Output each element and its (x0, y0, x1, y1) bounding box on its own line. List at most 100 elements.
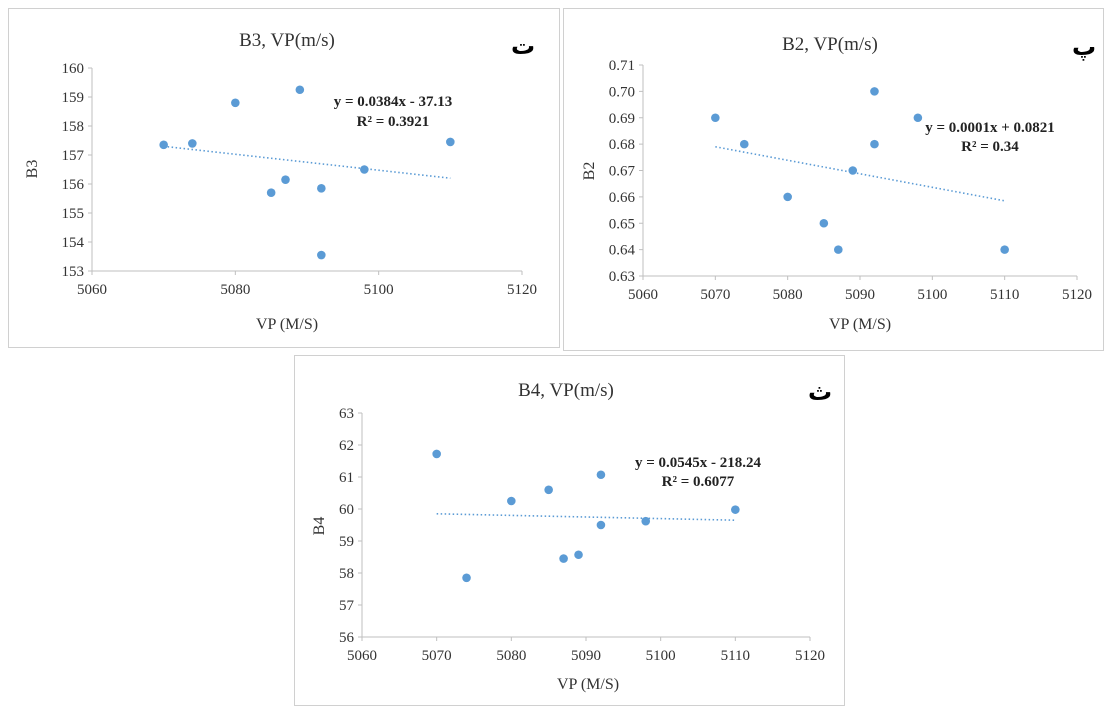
data-point (641, 516, 651, 526)
y-tick-label: 153 (62, 264, 85, 280)
y-tick-label: 58 (339, 566, 354, 582)
x-tick-label: 5100 (917, 287, 947, 303)
data-point (231, 98, 240, 108)
trendline-equation: y = 0.0545x - 218.24 (635, 455, 762, 471)
chart-panel-b3: 153 154 155 156 157 158 159 160 5060 5080 5100 5120… (8, 8, 560, 348)
y-tick-label: 0.67 (609, 164, 636, 180)
y-axis-label: B3 (24, 160, 41, 179)
data-point (462, 573, 471, 583)
chart-b4-svg: 56 57 58 59 60 61 62 63 5060 5070 5080 5090 5100 5110… (311, 378, 832, 693)
y-tick-label: 155 (62, 206, 85, 222)
data-point (544, 485, 553, 495)
data-point (848, 166, 858, 175)
x-tick-label: 5070 (700, 287, 730, 303)
y-tick-label: 61 (339, 470, 354, 486)
y-tick-label: 158 (62, 119, 85, 135)
data-point (446, 137, 455, 147)
x-tick-label: 5090 (571, 648, 601, 664)
data-point (731, 505, 740, 514)
data-point (596, 520, 606, 530)
x-tick-label: 5060 (628, 287, 658, 303)
y-tick-label: 57 (339, 598, 355, 614)
chart-title: B3, VP(m/s) (239, 30, 335, 51)
x-tick-label: 5060 (77, 282, 107, 298)
chart-title: B2, VP(m/s) (782, 34, 878, 55)
chart-b2-svg: 0.63 0.64 0.65 0.66 0.67 0.68 0.69 0.70 0.71 5060… (581, 33, 1096, 333)
x-tick-label: 5120 (1062, 287, 1092, 303)
panel-letter: پ (1072, 33, 1096, 61)
x-tick-label: 5120 (795, 648, 825, 664)
x-tick-label: 5110 (721, 648, 750, 664)
chart-title: B4, VP(m/s) (518, 380, 614, 401)
data-point (159, 140, 168, 150)
trendline (436, 513, 736, 521)
y-tick-label: 0.64 (609, 243, 636, 259)
x-axis-label: VP (M/S) (829, 316, 891, 333)
y-tick-label: 60 (339, 502, 354, 518)
r-squared-label: R² = 0.6077 (662, 474, 735, 490)
panel-letter: ث (808, 378, 832, 406)
y-axis-label: B4 (311, 517, 328, 536)
data-point (913, 113, 923, 123)
y-tick-label: 0.65 (609, 216, 635, 232)
x-axis-label: VP (M/S) (557, 676, 619, 693)
data-point (1000, 245, 1009, 254)
y-tick-label: 154 (62, 235, 85, 251)
data-point (559, 554, 568, 563)
y-axis-label: B2 (581, 162, 598, 181)
x-tick-label: 5100 (646, 648, 676, 664)
y-tick-label: 0.71 (609, 58, 635, 74)
trendline (715, 145, 1005, 202)
data-point (870, 139, 879, 149)
y-tick-label: 0.66 (609, 190, 636, 206)
panel-letter: ت (511, 32, 535, 60)
data-point (432, 449, 441, 459)
chart-b3-svg: 153 154 155 156 157 158 159 160 5060 5080 5100 5120… (24, 30, 537, 333)
trendline-equation: y = 0.0001x + 0.0821 (925, 120, 1055, 136)
data-point (317, 250, 326, 260)
trendline (163, 145, 451, 179)
data-point (360, 165, 369, 174)
data-point (739, 139, 749, 149)
y-tick-label: 0.68 (609, 137, 635, 153)
data-point (819, 218, 829, 228)
y-tick-label: 62 (339, 438, 354, 454)
r-squared-label: R² = 0.34 (961, 139, 1019, 155)
data-point (317, 184, 326, 193)
y-tick-label: 156 (62, 177, 85, 193)
data-point (596, 470, 606, 480)
y-tick-label: 0.63 (609, 269, 635, 285)
data-point (281, 175, 290, 184)
data-point (266, 188, 276, 197)
x-tick-label: 5060 (347, 648, 377, 664)
x-axis-label: VP (M/S) (256, 316, 318, 333)
x-tick-label: 5120 (507, 282, 537, 298)
x-tick-label: 5080 (220, 282, 250, 298)
data-point (574, 550, 583, 560)
data-point (507, 496, 516, 506)
x-tick-label: 5090 (845, 287, 875, 303)
data-point (188, 139, 197, 148)
y-tick-label: 59 (339, 534, 354, 550)
trendline-equation: y = 0.0384x - 37.13 (334, 94, 453, 110)
r-squared-label: R² = 0.3921 (357, 114, 430, 130)
chart-panel-b2: 0.63 0.64 0.65 0.66 0.67 0.68 0.69 0.70 0.71 5060… (563, 8, 1104, 351)
y-tick-label: 157 (62, 148, 85, 164)
y-tick-label: 63 (339, 406, 354, 422)
chart-panel-b4: 56 57 58 59 60 61 62 63 5060 5070 5080 5090 5100 5110… (294, 355, 845, 706)
data-point (711, 113, 720, 123)
x-tick-label: 5070 (422, 648, 452, 664)
y-tick-label: 56 (339, 630, 355, 646)
data-point (783, 192, 792, 202)
y-tick-label: 159 (62, 90, 85, 106)
x-tick-label: 5110 (990, 287, 1019, 303)
x-tick-label: 5080 (496, 648, 526, 664)
data-point (870, 87, 879, 96)
y-tick-label: 0.70 (609, 84, 635, 100)
data-point (834, 245, 843, 254)
y-tick-label: 160 (62, 61, 85, 77)
data-point (295, 85, 305, 95)
x-tick-label: 5100 (364, 282, 394, 298)
x-tick-label: 5080 (773, 287, 803, 303)
y-tick-label: 0.69 (609, 111, 635, 127)
